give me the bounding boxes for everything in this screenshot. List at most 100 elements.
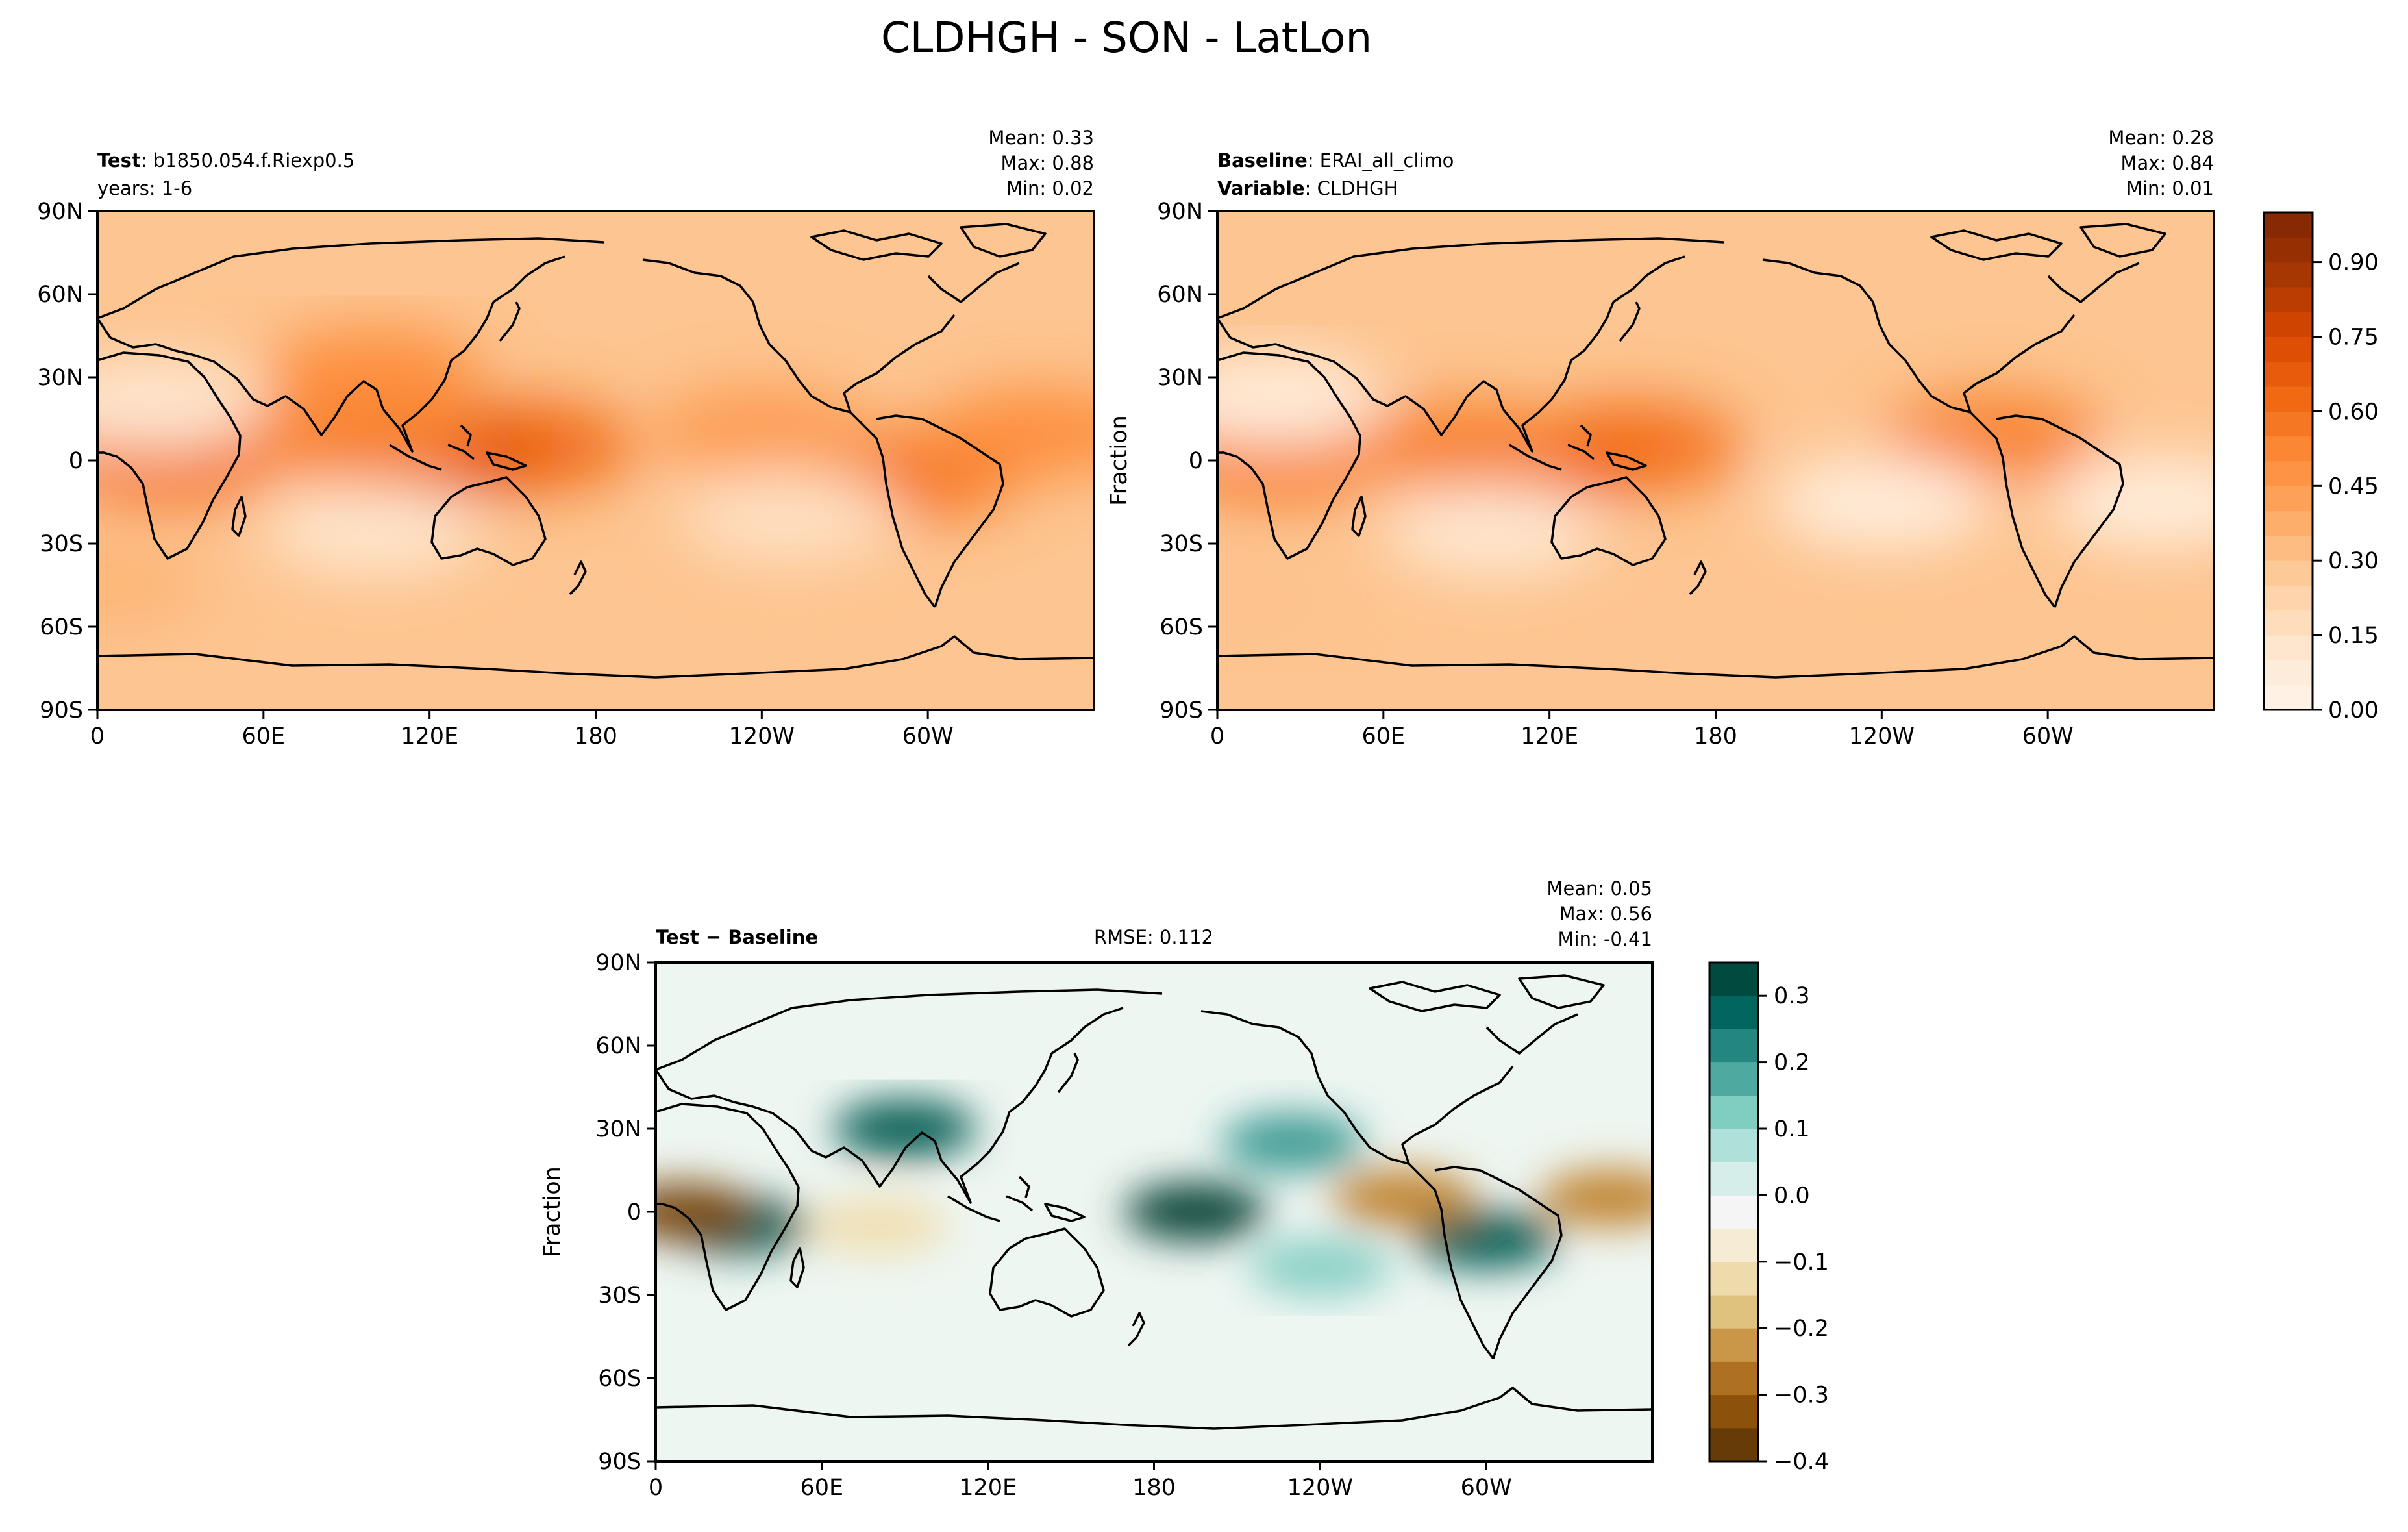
colorbar-band bbox=[2264, 635, 2313, 660]
lat-tick-label: 60N bbox=[1157, 282, 1203, 308]
field-region bbox=[1217, 354, 1384, 446]
lon-tick-label: 120W bbox=[1849, 723, 1915, 749]
panel-baseline-min: Min: 0.01 bbox=[2126, 177, 2214, 199]
lon-tick-label: 60W bbox=[2022, 723, 2074, 749]
panel-baseline-max: Max: 0.84 bbox=[2120, 152, 2214, 174]
colorbar-tick-label: 0.60 bbox=[2328, 399, 2379, 425]
colorbar-band bbox=[2264, 660, 2313, 686]
colorbar-tick-label: 0.1 bbox=[1774, 1116, 1810, 1142]
field-region bbox=[1124, 1183, 1267, 1241]
lon-tick-label: 180 bbox=[574, 723, 617, 749]
colorbar-band bbox=[2264, 336, 2313, 362]
panel-baseline-ylabel: Fraction bbox=[1106, 415, 1132, 506]
field-region bbox=[97, 359, 264, 451]
lat-tick-label: 30S bbox=[1160, 531, 1203, 557]
colorbar-band bbox=[2264, 560, 2313, 586]
colorbar-tick-label: −0.4 bbox=[1774, 1449, 1829, 1475]
colorbar-tick-label: −0.1 bbox=[1774, 1249, 1829, 1275]
panel-baseline-line2-bold: Variable bbox=[1217, 177, 1305, 199]
colorbar-band bbox=[1709, 962, 1758, 996]
colorbar-band bbox=[2264, 386, 2313, 412]
panel-diff-label: Test − Baseline bbox=[656, 926, 818, 948]
colorbar-tick-label: 0.00 bbox=[2328, 697, 2379, 723]
lon-tick-label: 60E bbox=[1362, 723, 1406, 749]
field-region bbox=[1356, 401, 1577, 492]
panel-diff: Test − Baseline RMSE: 0.112 Mean: 0.05 M… bbox=[540, 877, 1654, 1501]
lon-tick-label: 120E bbox=[1521, 723, 1578, 749]
panel-test-label: Test: b1850.054.f.Riexp0.5 bbox=[97, 149, 354, 171]
field-region bbox=[1221, 1113, 1364, 1172]
lat-tick-label: 30S bbox=[40, 531, 83, 557]
lon-tick-label: 180 bbox=[1132, 1475, 1176, 1501]
panel-baseline-map bbox=[1217, 211, 2214, 710]
lat-tick-label: 90N bbox=[595, 950, 641, 976]
field-region bbox=[678, 470, 900, 562]
colorbar-band bbox=[2264, 411, 2313, 437]
panel-test-map bbox=[97, 211, 1094, 710]
colorbar-band bbox=[2264, 361, 2313, 387]
colorbar-band bbox=[2264, 262, 2313, 288]
panel-test-max: Max: 0.88 bbox=[1000, 152, 1094, 174]
lat-tick-label: 60S bbox=[1160, 614, 1203, 640]
lat-tick-label: 90S bbox=[598, 1449, 641, 1475]
panel-test-line2: years: 1-6 bbox=[97, 177, 192, 199]
panel-diff-mean: Mean: 0.05 bbox=[1546, 877, 1652, 899]
field-region bbox=[833, 1099, 976, 1158]
panel-diff-max: Max: 0.56 bbox=[1559, 903, 1652, 925]
colorbar-tick-label: −0.3 bbox=[1774, 1383, 1829, 1409]
colorbar-tick-label: 0.45 bbox=[2328, 473, 2379, 499]
lat-tick-label: 0 bbox=[1189, 448, 1203, 474]
colorbar-field: 0.00 0.15 0.30 0.45 0.60 0.75 0.90 bbox=[2263, 211, 2379, 723]
lat-tick-label: 60N bbox=[595, 1033, 641, 1059]
lat-tick-label: 60S bbox=[598, 1366, 641, 1392]
field-region bbox=[1332, 1168, 1475, 1227]
colorbar-band bbox=[2264, 436, 2313, 462]
field-region bbox=[656, 1183, 755, 1241]
colorbar-band bbox=[1709, 1129, 1758, 1162]
lon-tick-label: 0 bbox=[649, 1475, 663, 1501]
colorbar-tick-label: 0.30 bbox=[2328, 548, 2379, 574]
colorbar-band bbox=[1709, 1394, 1758, 1429]
panel-diff-min: Min: -0.41 bbox=[1558, 928, 1652, 950]
colorbar-tick-label: 0.2 bbox=[1774, 1050, 1810, 1076]
lon-tick-label: 120E bbox=[401, 723, 458, 749]
field-region bbox=[264, 484, 485, 575]
colorbar-band bbox=[1709, 1162, 1758, 1196]
colorbar-tick-label: 0.90 bbox=[2328, 250, 2379, 276]
colorbar-band bbox=[1709, 1095, 1758, 1129]
colorbar-band bbox=[2264, 237, 2313, 263]
lon-tick-label: 60E bbox=[801, 1475, 844, 1501]
panel-test-min: Min: 0.02 bbox=[1006, 177, 1094, 199]
lat-tick-label: 90S bbox=[40, 697, 83, 723]
colorbar-band bbox=[1709, 1295, 1758, 1329]
colorbar-tick-label: 0.15 bbox=[2328, 623, 2379, 649]
colorbar-tick-label: 0.0 bbox=[1774, 1183, 1810, 1209]
lon-tick-label: 120E bbox=[959, 1475, 1017, 1501]
panel-baseline-mean: Mean: 0.28 bbox=[2108, 127, 2214, 149]
panel-baseline-label-rest: : ERAI_all_climo bbox=[1308, 149, 1454, 171]
field-region bbox=[1771, 457, 1992, 547]
panel-test-label-rest: : b1850.054.f.Riexp0.5 bbox=[141, 149, 355, 171]
colorbar-band bbox=[2264, 510, 2313, 536]
colorbar-band bbox=[2264, 486, 2313, 512]
colorbar-band bbox=[1709, 1361, 1758, 1396]
field-region bbox=[651, 387, 873, 479]
panel-baseline: Baseline: ERAI_all_climo Variable: CLDHG… bbox=[1106, 127, 2215, 749]
field-region bbox=[97, 540, 208, 631]
figure-title: CLDHGH - SON - LatLon bbox=[881, 14, 1372, 62]
lon-tick-label: 120W bbox=[1287, 1475, 1353, 1501]
lon-tick-label: 0 bbox=[1210, 723, 1224, 749]
colorbar-band bbox=[2264, 610, 2313, 636]
lat-tick-label: 90S bbox=[1160, 697, 1203, 723]
colorbar-band bbox=[2264, 312, 2313, 337]
colorbar-band bbox=[2264, 684, 2313, 710]
panel-baseline-line2-rest: : CLDHGH bbox=[1305, 177, 1398, 199]
field-region bbox=[2048, 457, 2214, 547]
panel-baseline-label: Baseline: ERAI_all_climo bbox=[1217, 149, 1454, 171]
lat-tick-label: 30N bbox=[37, 365, 83, 391]
colorbar-band bbox=[2264, 535, 2313, 561]
panel-diff-ylabel: Fraction bbox=[540, 1166, 565, 1257]
field-region bbox=[1248, 1238, 1392, 1297]
lon-tick-label: 60W bbox=[1461, 1475, 1512, 1501]
colorbar-band bbox=[1709, 996, 1758, 1029]
